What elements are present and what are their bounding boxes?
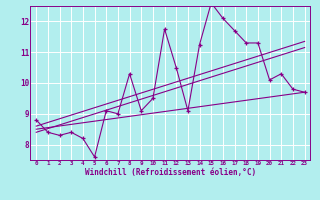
- X-axis label: Windchill (Refroidissement éolien,°C): Windchill (Refroidissement éolien,°C): [85, 168, 256, 177]
